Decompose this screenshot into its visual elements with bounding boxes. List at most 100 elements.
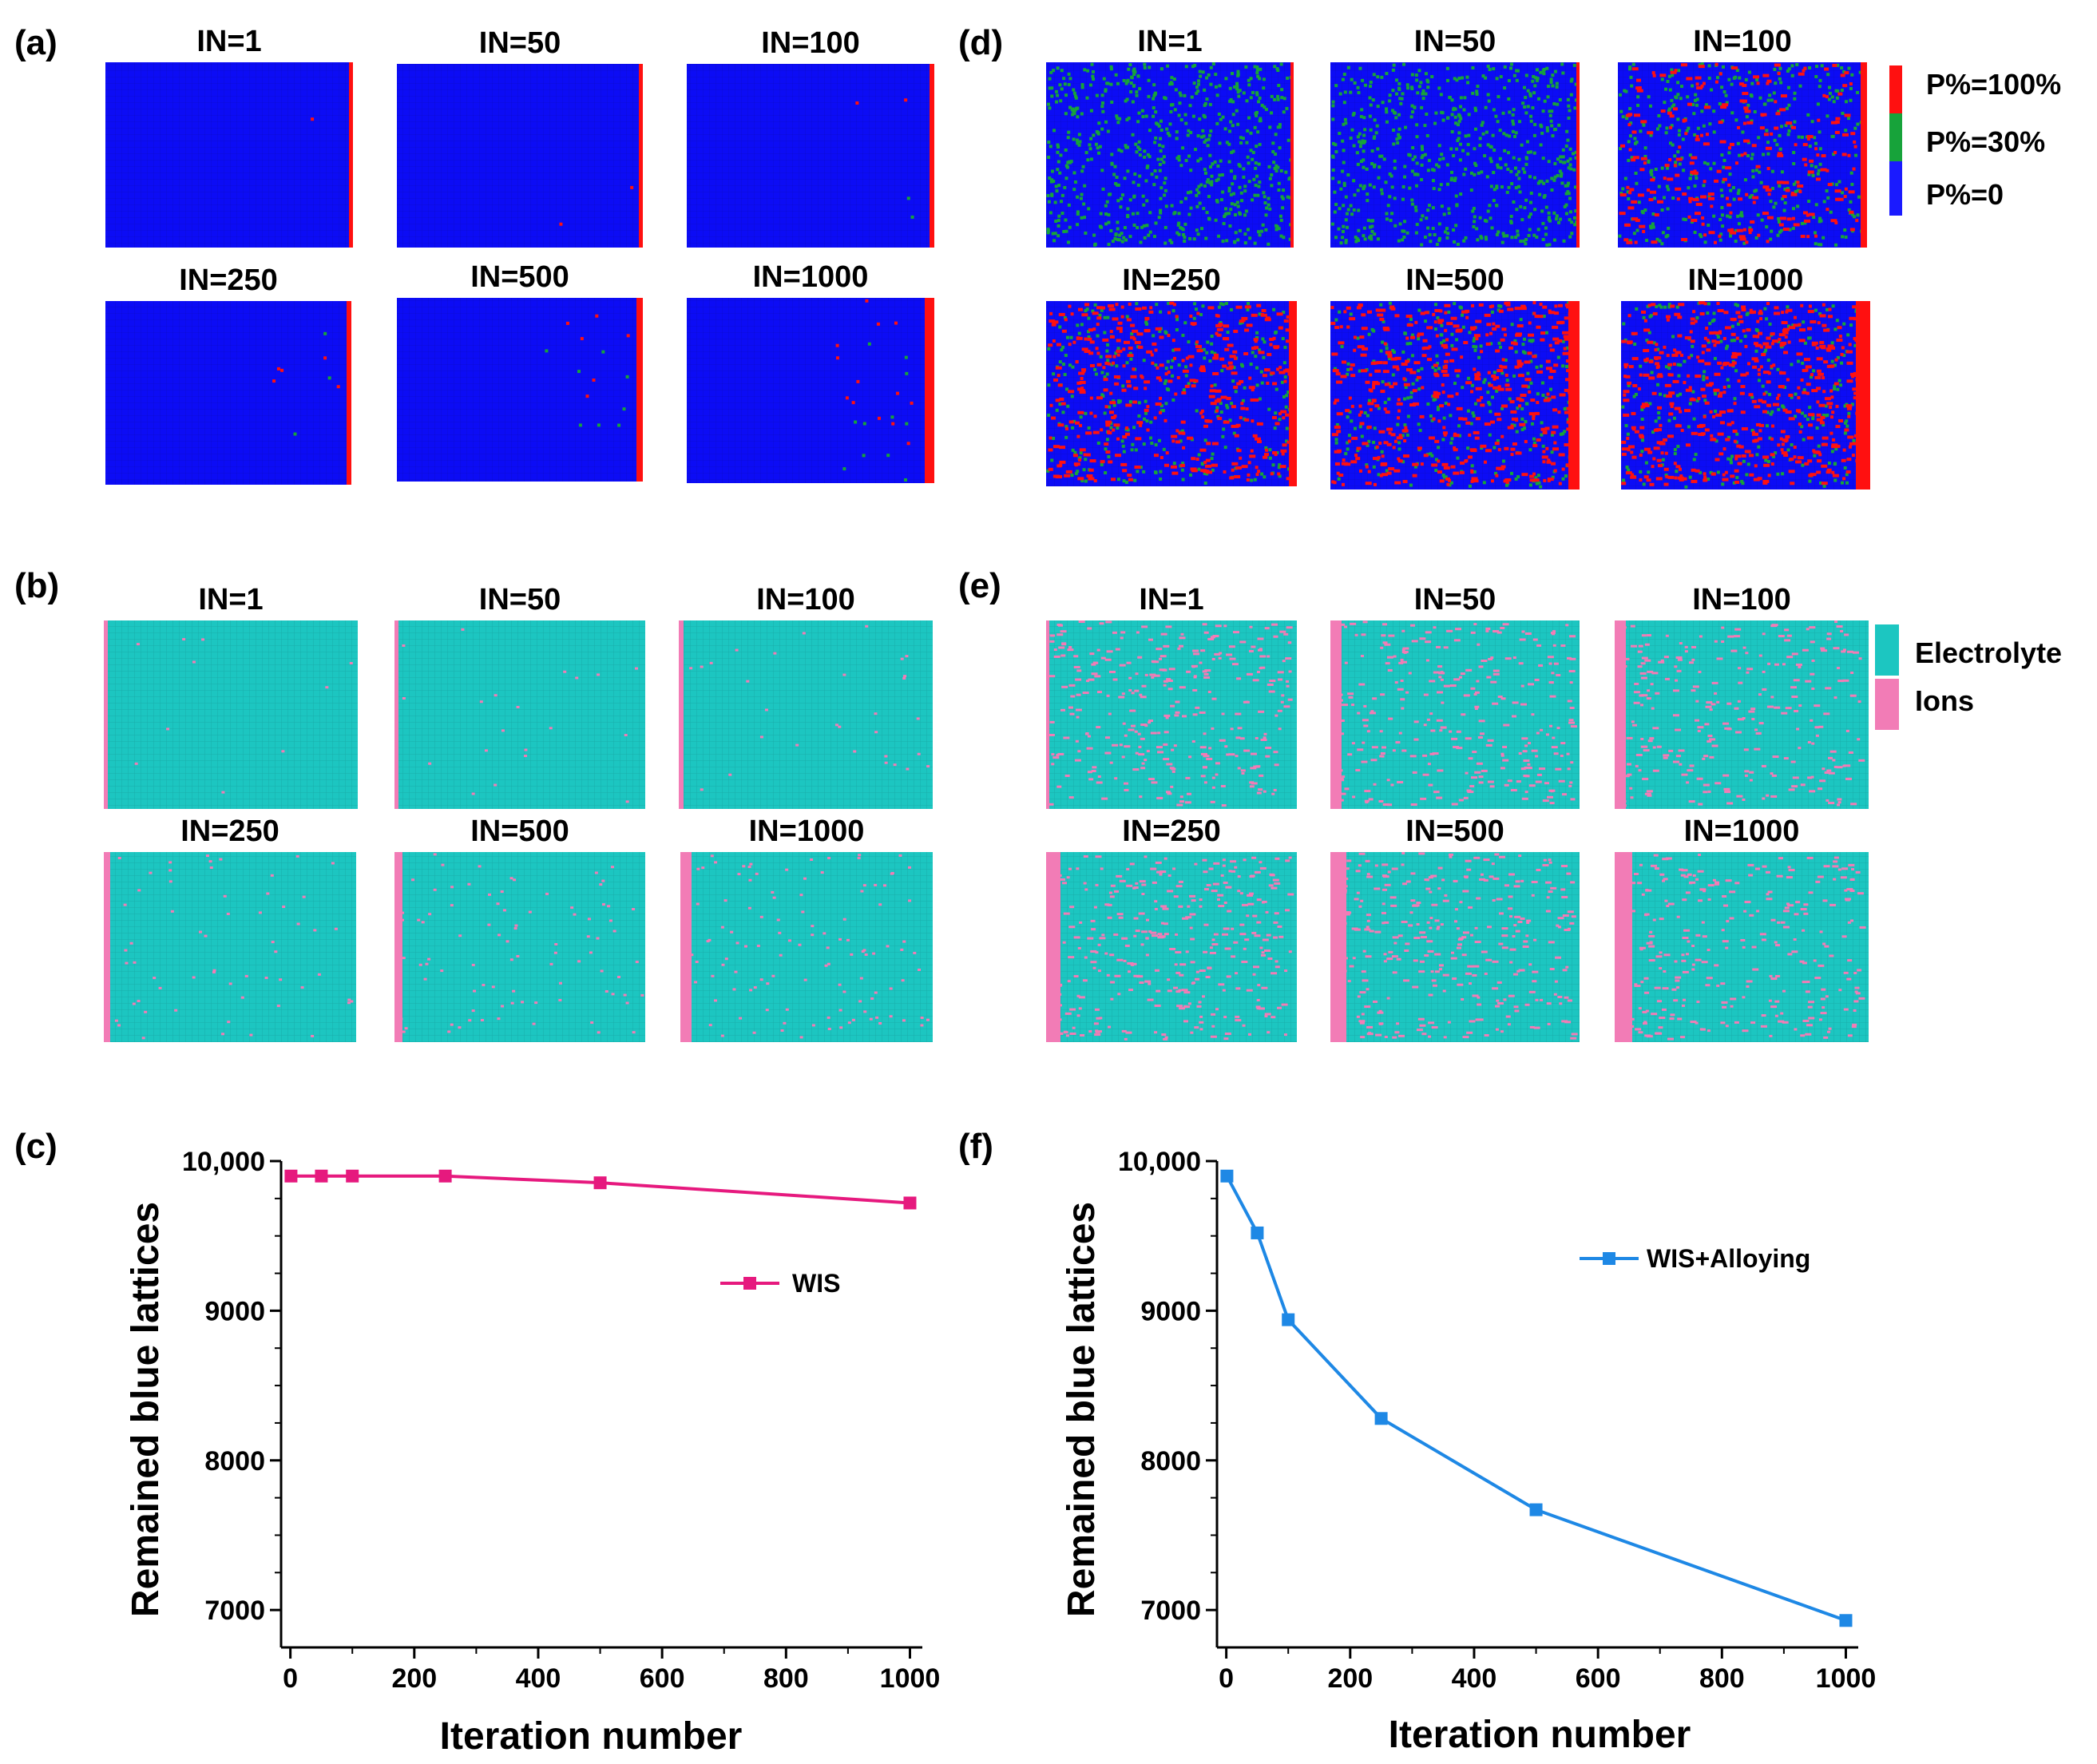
lattice-cell — [1375, 124, 1379, 128]
lattice-cell — [1470, 390, 1474, 394]
lattice-cell — [1692, 197, 1699, 201]
lattice-cell — [1738, 76, 1742, 80]
lattice-cell — [1075, 708, 1082, 712]
lattice-cell — [1330, 306, 1334, 310]
lattice-cell — [1182, 388, 1186, 392]
lattice-cell — [1089, 83, 1093, 87]
lattice-cell — [1655, 304, 1659, 308]
lattice-cell — [1684, 409, 1691, 413]
lattice-cell — [1122, 435, 1128, 439]
lattice-cell — [1158, 168, 1162, 172]
lattice-cell — [1170, 465, 1177, 469]
lattice-cell — [607, 905, 611, 908]
lattice-cell — [494, 694, 497, 697]
lattice-cell — [1358, 369, 1362, 373]
lattice-cell — [1135, 307, 1142, 311]
lattice-cell — [1798, 72, 1805, 76]
lattice-cell — [1130, 448, 1134, 452]
lattice-cell — [1456, 138, 1460, 142]
lattice-cell — [1273, 97, 1277, 101]
lattice-cell — [1766, 141, 1770, 145]
lattice-cell — [1672, 103, 1676, 107]
lattice-cell — [1743, 152, 1747, 156]
lattice-cell — [487, 893, 491, 896]
lattice-cell — [1361, 369, 1368, 373]
lattice-cell — [1417, 387, 1421, 391]
lattice-cell — [1639, 373, 1643, 377]
lattice-cell — [1854, 153, 1858, 157]
lattice-cell — [1762, 479, 1770, 483]
lattice-cell — [1116, 117, 1120, 121]
lattice-cell — [1474, 345, 1478, 349]
lattice-cell — [1556, 157, 1560, 161]
lattice-cell — [1154, 136, 1158, 140]
lattice-cell — [1055, 408, 1059, 412]
lattice-cell — [1674, 312, 1681, 316]
lattice-cell — [1180, 468, 1184, 472]
lattice-cell — [1461, 313, 1465, 317]
lattice-cell — [1498, 157, 1502, 161]
lattice-cell — [1414, 208, 1418, 212]
lattice-cell — [1483, 154, 1487, 158]
lattice-cell — [1171, 770, 1175, 773]
lattice-cell — [1100, 168, 1104, 172]
lattice-cell — [889, 987, 893, 990]
lattice-cell — [1398, 97, 1402, 101]
lattice-cell — [1826, 402, 1830, 406]
lattice-cell — [1270, 184, 1274, 188]
lattice-cell — [1519, 318, 1523, 322]
iteration-label: IN=50 — [1414, 25, 1496, 58]
deposit-edge — [1289, 301, 1297, 486]
lattice-cell — [1203, 88, 1207, 92]
lattice-cell — [1814, 141, 1818, 145]
lattice-cell — [1743, 178, 1747, 182]
lattice-cell — [1512, 342, 1518, 346]
lattice-cell — [1381, 454, 1385, 458]
lattice-cell — [902, 940, 906, 943]
lattice-cell — [266, 892, 270, 895]
lattice-cell — [708, 1024, 712, 1027]
lattice-cell — [468, 1019, 472, 1022]
lattice-cell — [1806, 135, 1814, 139]
lattice-cell — [1516, 332, 1523, 336]
lattice-cell — [1164, 372, 1168, 376]
lattice-cell — [1458, 158, 1462, 162]
lattice-cell — [1777, 216, 1781, 220]
lattice-cell — [1709, 410, 1713, 414]
lattice-cell — [1235, 109, 1239, 113]
lattice-cell — [1132, 84, 1136, 88]
lattice-cell — [1553, 363, 1559, 367]
lattice-cell — [1174, 88, 1178, 92]
lattice-cell — [1507, 301, 1511, 305]
lattice-cell — [1660, 77, 1664, 81]
lattice-cell — [1530, 422, 1534, 426]
lattice-cell — [1462, 108, 1466, 112]
lattice-cell — [532, 1022, 536, 1025]
lattice-cell — [1206, 419, 1213, 423]
lattice-cell — [1246, 155, 1250, 159]
lattice-cell — [1274, 153, 1278, 157]
lattice-cell — [1703, 336, 1707, 340]
lattice-cell — [1552, 102, 1556, 106]
lattice-cell — [1774, 306, 1779, 310]
lattice-cell — [1671, 143, 1675, 147]
lattice-cell — [1122, 236, 1126, 240]
lattice-cell — [1640, 120, 1647, 124]
lattice-cell — [1369, 373, 1373, 377]
lattice-cell — [906, 442, 910, 446]
lattice-cell — [1132, 180, 1136, 184]
lattice-cell — [1743, 335, 1747, 339]
lattice-cell — [1439, 93, 1443, 97]
lattice-cell — [1849, 228, 1855, 232]
lattice-cell — [1109, 335, 1115, 339]
lattice-cell — [688, 951, 692, 954]
lattice-cell — [1574, 156, 1578, 160]
lattice-cell — [1819, 421, 1825, 425]
lattice-cell — [1069, 335, 1073, 339]
lattice-cell — [1203, 471, 1207, 475]
lattice-cell — [1170, 240, 1174, 244]
lattice-cell — [1180, 227, 1184, 231]
lattice-cell — [1660, 208, 1664, 212]
lattice-cell — [1233, 176, 1237, 180]
lattice-cell — [1532, 91, 1536, 95]
